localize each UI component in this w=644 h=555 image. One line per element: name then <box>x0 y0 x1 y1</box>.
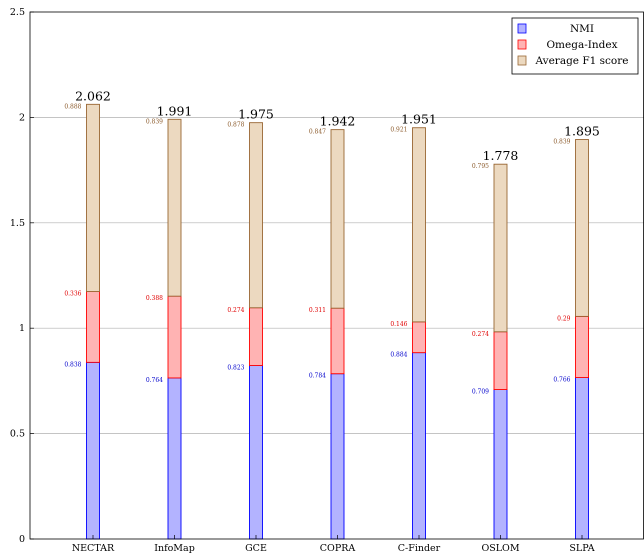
x-tick-label: NECTAR <box>72 543 115 554</box>
total-value-label: 2.062 <box>75 88 111 103</box>
bar-segment-average-f1-score <box>412 127 426 323</box>
segment-value-label: 0.839 <box>553 139 570 146</box>
y-tick-label: 1.5 <box>10 218 25 229</box>
segment-value-label: 0.146 <box>390 321 407 328</box>
bar-segment-nmi <box>249 365 263 540</box>
bar-segment-omega-index <box>575 315 589 378</box>
segment-value-label: 0.888 <box>64 103 81 110</box>
segment-value-label: 0.847 <box>309 129 326 136</box>
bar-segment-average-f1-score <box>167 118 182 297</box>
segment-value-label: 0.823 <box>227 365 244 372</box>
segment-value-label: 0.336 <box>64 291 81 298</box>
legend-label: NMI <box>570 23 594 35</box>
y-tick-label: 0 <box>19 534 25 545</box>
bar-segment-omega-index <box>249 307 263 366</box>
segment-value-label: 0.709 <box>472 389 489 396</box>
bar-segment-average-f1-score <box>575 139 589 317</box>
bar-segment-omega-index <box>493 331 508 390</box>
x-tick-label: OSLOM <box>481 543 519 554</box>
bar-segment-nmi <box>493 389 508 540</box>
legend-swatch <box>517 39 527 50</box>
segment-value-label: 0.274 <box>472 331 489 338</box>
legend-label: Average F1 score <box>535 55 629 67</box>
segment-value-label: 0.388 <box>146 295 163 302</box>
segment-value-label: 0.766 <box>553 377 570 384</box>
segment-value-label: 0.838 <box>64 361 81 368</box>
y-tick-label: 1 <box>19 323 25 334</box>
total-value-label: 1.991 <box>157 103 193 118</box>
legend-swatch <box>517 55 527 66</box>
total-value-label: 1.942 <box>320 114 356 129</box>
total-value-label: 1.778 <box>483 148 519 163</box>
segment-value-label: 0.878 <box>227 122 244 129</box>
x-tick-label: GCE <box>245 543 267 554</box>
legend-box <box>511 17 639 75</box>
segment-value-label: 0.274 <box>227 307 244 314</box>
bar-segment-average-f1-score <box>330 129 345 309</box>
total-value-label: 1.895 <box>564 124 600 139</box>
bar-segment-average-f1-score <box>493 163 508 333</box>
bar-segment-omega-index <box>412 321 426 354</box>
bar-segment-omega-index <box>167 295 182 379</box>
segment-value-label: 0.764 <box>146 377 163 384</box>
segment-value-label: 0.795 <box>472 163 489 170</box>
data-labels: 0.8380.3360.8882.0620.7640.3880.8391.991… <box>64 88 600 395</box>
bar-segment-average-f1-score <box>249 122 263 309</box>
x-tick-label: C-Finder <box>398 543 441 554</box>
segment-value-label: 0.784 <box>309 373 326 380</box>
y-tick-label: 2.5 <box>10 7 25 18</box>
axes: 0 0.5 1 1.5 2 2.5 NECTAR InfoMap GCE COPRA C-Finde… <box>10 7 595 554</box>
total-value-label: 1.975 <box>238 107 274 122</box>
bar-segment-nmi <box>575 377 589 540</box>
bar-segment-nmi <box>412 352 426 540</box>
y-tick-label: 0.5 <box>10 429 25 440</box>
bar-segment-nmi <box>86 361 100 540</box>
legend-label: Omega-Index <box>546 39 617 51</box>
x-tick-label: InfoMap <box>154 543 195 554</box>
total-value-label: 1.951 <box>401 112 437 127</box>
x-tick-label: SLPA <box>569 543 594 554</box>
bar-segment-nmi <box>167 377 182 540</box>
x-tick-label: COPRA <box>320 543 356 554</box>
bar-segment-omega-index <box>330 307 345 375</box>
segment-value-label: 0.839 <box>146 118 163 125</box>
legend: NMI Omega-Index Average F1 score <box>511 17 639 75</box>
segment-value-label: 0.921 <box>390 127 407 134</box>
bar-segment-average-f1-score <box>86 103 100 292</box>
bar-segment-nmi <box>330 373 345 540</box>
bars <box>86 103 589 540</box>
segment-value-label: 0.29 <box>557 315 571 322</box>
segment-value-label: 0.311 <box>309 307 326 314</box>
y-tick-label: 2 <box>19 112 25 123</box>
legend-swatch <box>517 23 527 34</box>
bar-segment-omega-index <box>86 291 100 363</box>
segment-value-label: 0.884 <box>390 352 407 359</box>
